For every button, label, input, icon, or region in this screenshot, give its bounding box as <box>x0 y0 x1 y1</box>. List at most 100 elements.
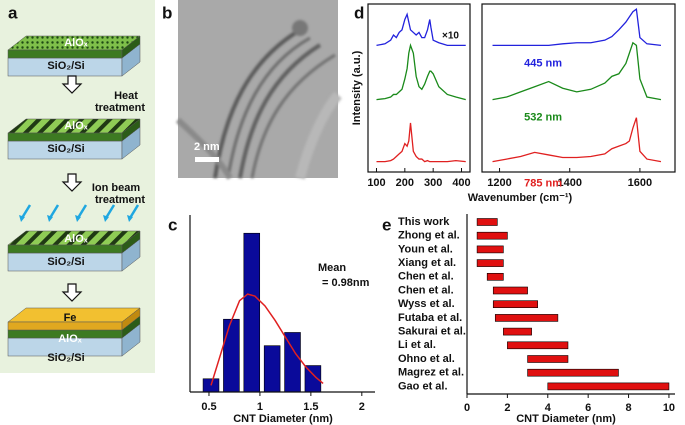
panel-label: b <box>162 3 172 22</box>
x-tick-label: 4 <box>545 402 552 414</box>
category-label: Li et al. <box>398 339 436 351</box>
schematic-label: AlOₓ <box>64 37 89 49</box>
annotation: = 0.98nm <box>322 277 370 289</box>
category-label: Chen et al. <box>398 271 454 283</box>
fit-curve <box>210 293 324 386</box>
layer-side <box>121 230 141 254</box>
ion-beam-head <box>19 215 25 222</box>
x-axis-label: CNT Diameter (nm) <box>516 413 616 425</box>
category-label: Wyss et al. <box>398 298 455 310</box>
schematic-label: SiO₂/Si <box>47 60 84 72</box>
ion-beam-arrow <box>48 204 60 219</box>
ion-beam-arrow <box>104 204 116 219</box>
schematic-label: Ion beam <box>92 182 141 194</box>
x-tick-label: 1 <box>257 401 263 413</box>
category-label: Xiang et al. <box>398 257 456 269</box>
process-arrow <box>61 283 83 302</box>
process-arrow <box>61 75 83 94</box>
x-tick-label: 300 <box>424 177 442 189</box>
schematic-label: Heat <box>114 90 138 102</box>
layer-side <box>121 307 141 331</box>
ion-beam-arrow <box>128 204 140 219</box>
range-bar <box>547 382 670 391</box>
spectrum-line <box>492 117 662 163</box>
histogram-bar <box>223 318 240 393</box>
x-tick-label: 200 <box>396 177 414 189</box>
scale-bar-label: 2 nm <box>194 141 220 153</box>
category-label: Ohno et al. <box>398 353 455 365</box>
schematic-label: Fe <box>64 312 77 324</box>
x-tick-label: 1200 <box>487 177 511 189</box>
x-tick-label: 0.5 <box>201 401 216 413</box>
range-bar <box>486 272 504 281</box>
x-axis-label: Wavenumber (cm⁻¹) <box>468 192 573 204</box>
process-arrow <box>61 173 83 192</box>
x-tick-label: 2 <box>359 401 365 413</box>
schematic-label: AlOₓ <box>64 120 89 132</box>
range-bar <box>507 341 569 350</box>
category-label: Chen et al. <box>398 284 454 296</box>
range-bar <box>476 218 498 226</box>
x-tick-label: 10 <box>663 402 675 414</box>
ion-beam-head <box>75 215 81 222</box>
schematic-label: SiO₂/Si <box>47 256 84 268</box>
x-tick-label: 400 <box>452 177 470 189</box>
range-bar <box>476 231 508 240</box>
ion-beam-head <box>103 215 109 222</box>
panel-label: e <box>382 215 391 234</box>
x-tick-label: 1600 <box>628 177 652 189</box>
category-label: Zhong et al. <box>398 230 460 242</box>
schematic-label: treatment <box>95 194 145 206</box>
plot-frame <box>367 3 471 173</box>
layer-front <box>7 49 123 59</box>
spectrum-line <box>376 12 466 47</box>
schematic-label: SiO₂/Si <box>47 352 84 364</box>
range-bar <box>503 327 532 336</box>
annotation: Mean <box>318 262 346 274</box>
histogram-bar <box>263 345 281 393</box>
category-label: Youn et al. <box>398 243 453 255</box>
range-bar <box>492 300 538 309</box>
series-label: 532 nm <box>524 112 562 124</box>
x-tick-label: 6 <box>585 402 591 414</box>
spectrum-line <box>492 41 662 101</box>
panel-a: a AlOₓSiO₂/SiHeattreatmentAlOₓSiO₂/SiIon… <box>7 3 145 364</box>
range-bar <box>494 314 559 322</box>
y-axis-label: Intensity (a.u.) <box>351 50 363 125</box>
spectrum-line <box>376 122 466 163</box>
category-label: Gao et al. <box>398 380 448 392</box>
series-label: 445 nm <box>524 57 562 69</box>
x-tick-label: 0 <box>464 402 470 414</box>
panel-label: d <box>354 3 364 22</box>
plot-frame <box>481 3 676 173</box>
layer-side <box>121 118 141 142</box>
series-label: 785 nm <box>524 178 562 190</box>
range-bar <box>476 259 504 267</box>
range-bar <box>476 245 504 254</box>
schematic-label: treatment <box>95 102 145 114</box>
range-bar <box>527 355 569 363</box>
category-label: Sakurai et al. <box>398 326 466 338</box>
x-tick-label: 1400 <box>557 177 581 189</box>
spectrum-line <box>376 43 466 101</box>
annotation: ×10 <box>442 31 459 42</box>
range-bar <box>527 368 619 377</box>
x-tick-label: 1.5 <box>303 401 318 413</box>
x-axis-label: CNT Diameter (nm) <box>233 413 333 425</box>
schematic-label: AlOₓ <box>58 333 83 345</box>
range-bar <box>492 286 528 295</box>
spectrum-line <box>492 7 662 47</box>
layer-side <box>121 35 141 59</box>
x-tick-label: 2 <box>504 402 510 414</box>
x-tick-label: 8 <box>625 402 631 414</box>
category-label: Futaba et al. <box>398 312 462 324</box>
scale-bar <box>195 157 219 162</box>
panel-b: 2 nm b <box>162 0 342 180</box>
tem-features <box>175 20 342 180</box>
layer-front <box>7 132 123 142</box>
schematic-label: AlOₓ <box>64 233 89 245</box>
category-label: This work <box>398 216 450 228</box>
category-label: Magrez et al. <box>398 367 464 379</box>
ion-beam-arrow <box>20 204 32 219</box>
schematic-label: SiO₂/Si <box>47 143 84 155</box>
